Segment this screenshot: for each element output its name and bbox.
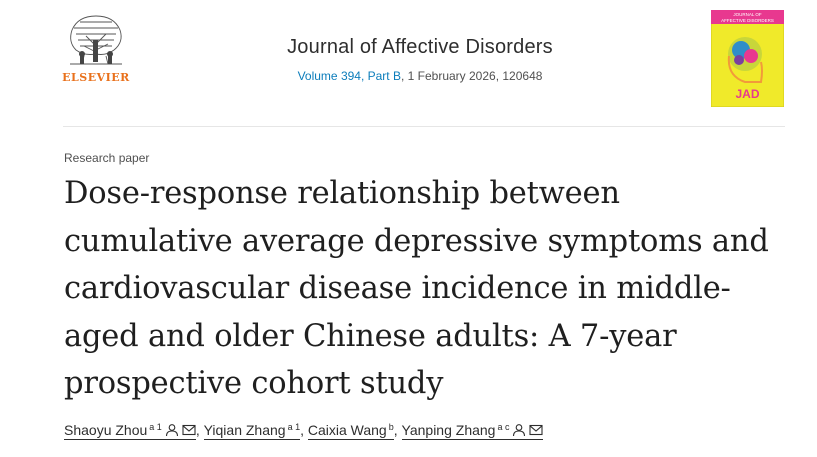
journal-cover-image[interactable]: JOURNAL OF AFFECTIVE DISORDERS JAD — [711, 10, 784, 107]
author-caixia-wang[interactable]: Caixia Wang b — [307, 422, 394, 440]
cover-abbr: JAD — [735, 87, 759, 101]
journal-title-link[interactable]: Journal of Affective Disorders — [287, 36, 553, 58]
journal-header: ELSEVIER Journal of Affective Disorders … — [0, 0, 817, 127]
article-title: Dose-response relationship between cumul… — [64, 176, 769, 401]
author-name: Caixia Wang — [307, 422, 387, 438]
author-affiliation: a 1 — [287, 422, 301, 432]
author-affiliation: b — [388, 422, 394, 432]
envelope-icon — [529, 424, 544, 436]
author-name: Shaoyu Zhou — [64, 422, 148, 438]
journal-info: Journal of Affective Disorders Volume 39… — [180, 36, 660, 83]
author-affiliation: a c — [497, 422, 510, 432]
elsevier-logo[interactable]: ELSEVIER — [62, 10, 130, 86]
article-type: Research paper — [64, 151, 150, 165]
cover-line1: JOURNAL OF — [733, 12, 762, 17]
author-name: Yiqian Zhang — [203, 422, 286, 438]
journal-issue-info: Volume 394, Part B, 1 February 2026, 120… — [180, 69, 660, 83]
author-affiliation: a 1 — [149, 422, 162, 432]
publisher-name: ELSEVIER — [62, 71, 130, 84]
author-name: Yanping Zhang — [401, 422, 496, 438]
cover-line2: AFFECTIVE DISORDERS — [721, 18, 774, 23]
envelope-icon — [182, 424, 196, 436]
author-yiqian-zhang[interactable]: Yiqian Zhang a 1 — [203, 422, 301, 440]
header-divider — [63, 126, 785, 127]
person-icon — [165, 424, 178, 436]
author-shaoyu-zhou[interactable]: Shaoyu Zhou a 1 — [64, 422, 196, 440]
person-icon — [513, 424, 526, 436]
author-list: Shaoyu Zhou a 1, Yiqian Zhang a 1, Caixia … — [64, 422, 544, 440]
issue-date: , 1 February 2026, 120648 — [400, 69, 543, 83]
volume-link[interactable]: Volume 394, Part B — [297, 69, 401, 83]
author-yanping-zhang[interactable]: Yanping Zhang a c — [401, 422, 544, 440]
